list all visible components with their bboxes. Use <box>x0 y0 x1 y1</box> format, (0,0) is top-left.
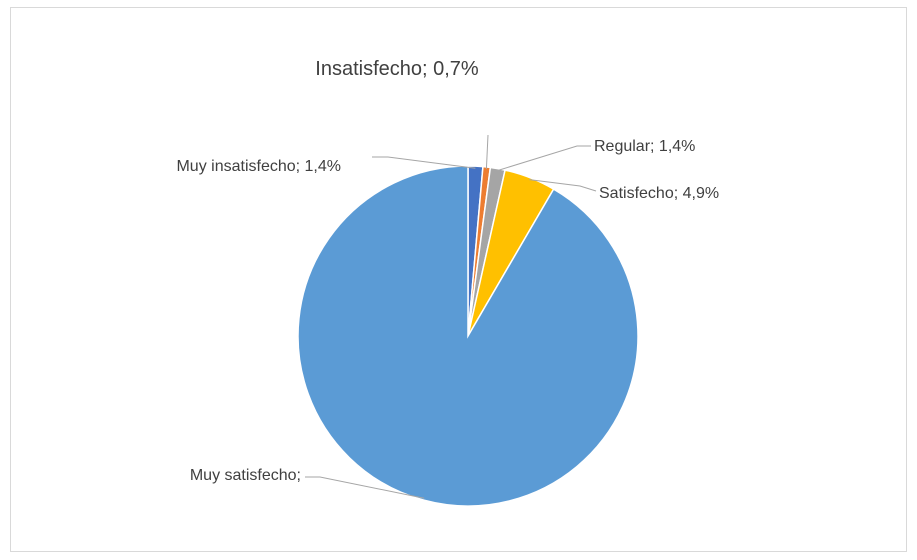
leader-line-muy-insatisfecho <box>372 156 476 169</box>
data-label-muy-insatisfecho: Muy insatisfecho; 1,4% <box>176 158 341 175</box>
data-labels: Muy insatisfecho; 1,4% Insatisfecho; 0,7… <box>176 58 719 484</box>
data-label-satisfecho: Satisfecho; 4,9% <box>599 185 719 202</box>
leader-line-insatisfecho <box>485 134 489 170</box>
leader-line-regular <box>497 145 591 172</box>
data-label-insatisfecho: Insatisfecho; 0,7% <box>315 58 479 80</box>
leader-line-satisfecho <box>529 179 597 192</box>
leader-lines <box>305 134 597 499</box>
data-label-regular: Regular; 1,4% <box>594 138 695 155</box>
pie-slices <box>297 165 639 507</box>
pie-slice-muy-satisfecho <box>297 165 639 507</box>
leader-line-muy-satisfecho <box>305 476 425 499</box>
data-label-muy-satisfecho: Muy satisfecho; <box>190 467 301 484</box>
